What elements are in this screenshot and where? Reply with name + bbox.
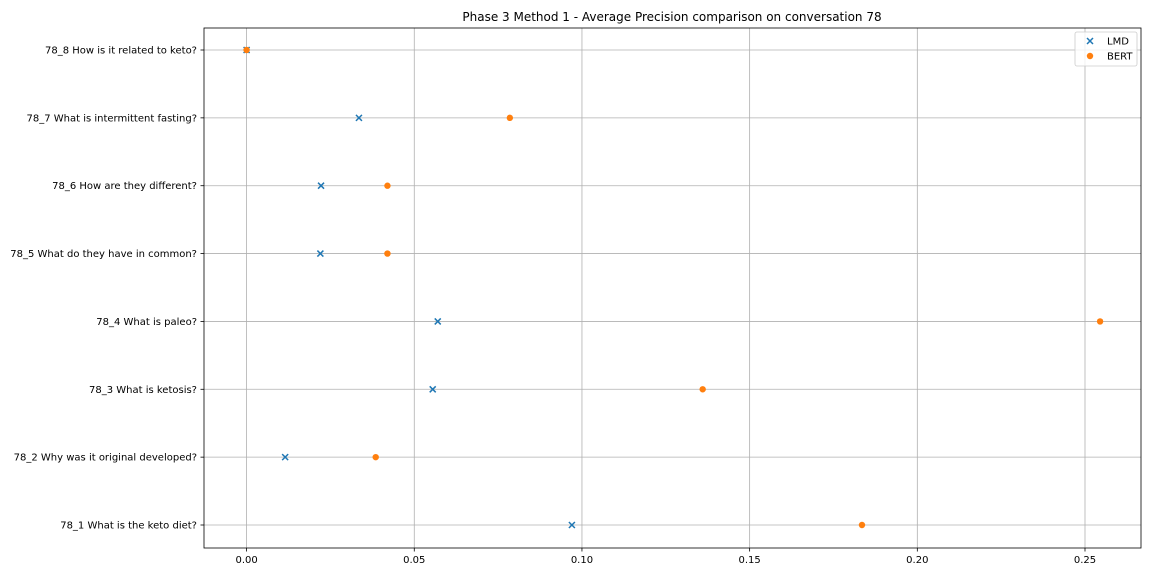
x-tick-label: 0.00 xyxy=(235,555,257,566)
x-tick-label: 0.10 xyxy=(571,555,593,566)
data-point-bert xyxy=(858,521,866,529)
data-point-bert xyxy=(384,250,391,257)
legend-label: BERT xyxy=(1107,52,1133,63)
x-tick-label: 0.05 xyxy=(403,555,425,566)
legend-label: LMD xyxy=(1107,37,1129,48)
data-point-lmd xyxy=(355,114,363,122)
legend: LMD BERT xyxy=(1074,31,1138,67)
y-tick-label: 78_5 What do they have in common? xyxy=(10,249,197,260)
x-tick-label: 0.25 xyxy=(1074,555,1096,566)
y-tick-label: 78_7 What is intermittent fasting? xyxy=(26,113,197,124)
data-point-lmd xyxy=(316,250,324,258)
series-bert xyxy=(243,46,1104,529)
data-point-bert xyxy=(699,386,706,393)
plot-area-frame xyxy=(203,27,1142,549)
y-tick-label: 78_2 Why was it original developed? xyxy=(14,453,197,464)
chart-title: Phase 3 Method 1 - Average Precision com… xyxy=(462,10,881,24)
data-point-bert xyxy=(384,182,391,189)
x-axis-ticks: 0.00 0.05 0.10 0.15 0.20 0.25 xyxy=(235,548,1096,566)
x-tick-label: 0.15 xyxy=(739,555,761,566)
x-tick-label: 0.20 xyxy=(906,555,928,566)
data-point-lmd xyxy=(429,385,437,393)
data-points xyxy=(243,46,1104,529)
y-tick-label: 78_6 How are they different? xyxy=(52,181,197,192)
data-point-lmd xyxy=(568,521,576,529)
legend-marker xyxy=(1086,37,1094,45)
data-point-bert xyxy=(243,46,250,54)
data-point-lmd xyxy=(317,182,325,190)
data-point-lmd xyxy=(281,453,289,461)
legend-item-lmd: LMD xyxy=(1086,37,1129,48)
legend-marker xyxy=(1086,52,1094,60)
data-point-bert xyxy=(1096,318,1104,325)
y-tick-label: 78_1 What is the keto diet? xyxy=(60,521,197,532)
y-tick-label: 78_4 What is paleo? xyxy=(96,317,197,328)
y-tick-label: 78_3 What is ketosis? xyxy=(89,385,197,396)
data-point-bert xyxy=(506,114,514,122)
grid xyxy=(204,28,1141,548)
y-axis-ticks: 78_1 What is the keto diet? 78_2 Why was … xyxy=(10,46,204,532)
data-point-bert xyxy=(372,453,379,461)
series-lmd xyxy=(243,46,576,529)
y-tick-label: 78_8 How is it related to keto? xyxy=(45,46,197,57)
data-point-lmd xyxy=(434,317,442,325)
legend-item-bert: BERT xyxy=(1086,52,1133,63)
